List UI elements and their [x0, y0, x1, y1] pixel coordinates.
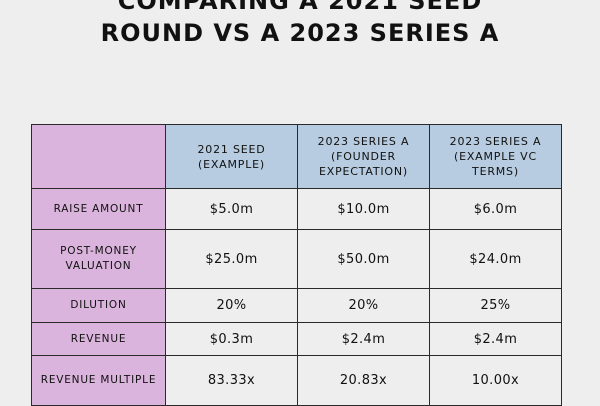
comparison-table: 2021 Seed (Example) 2023 Series A (Found…	[31, 124, 562, 406]
table-row-post-money-valuation: Post-Money Valuation $25.0m $50.0m $24.0…	[31, 229, 562, 289]
table-cell: 25%	[429, 288, 562, 323]
table-cell: 83.33x	[165, 355, 298, 406]
table-cell: 20%	[297, 288, 430, 323]
table-cell: $10.0m	[297, 188, 430, 230]
table-cell: 10.00x	[429, 355, 562, 406]
table-row-revenue: Revenue $0.3m $2.4m $2.4m	[31, 322, 562, 356]
table-cell: $24.0m	[429, 229, 562, 289]
table-cell: $0.3m	[165, 322, 298, 356]
column-header-2023-series-a-vc: 2023 Series A (Example VC Terms)	[429, 124, 562, 189]
row-label-revenue-multiple: Revenue Multiple	[31, 355, 166, 406]
table-row-dilution: Dilution 20% 20% 25%	[31, 288, 562, 323]
table-cell: 20%	[165, 288, 298, 323]
page-title-line-1: Comparing a 2021 Seed	[117, 0, 483, 15]
table-cell: $6.0m	[429, 188, 562, 230]
table-cell: $2.4m	[297, 322, 430, 356]
table-row-raise-amount: Raise Amount $5.0m $10.0m $6.0m	[31, 188, 562, 230]
row-label-dilution: Dilution	[31, 288, 166, 323]
row-label-raise-amount: Raise Amount	[31, 188, 166, 230]
table-cell: $2.4m	[429, 322, 562, 356]
column-header-2021-seed: 2021 Seed (Example)	[165, 124, 298, 189]
table-corner-cell	[31, 124, 166, 189]
table-cell: 20.83x	[297, 355, 430, 406]
table-cell: $50.0m	[297, 229, 430, 289]
row-label-post-money-valuation: Post-Money Valuation	[31, 229, 166, 289]
table-cell: $5.0m	[165, 188, 298, 230]
table-row-revenue-multiple: Revenue Multiple 83.33x 20.83x 10.00x	[31, 355, 562, 406]
column-header-2023-series-a-founder: 2023 Series A (Founder Expectation)	[297, 124, 430, 189]
table-header-row: 2021 Seed (Example) 2023 Series A (Found…	[31, 124, 562, 189]
row-label-revenue: Revenue	[31, 322, 166, 356]
page-title-line-2: Round vs a 2023 Series A	[100, 19, 500, 47]
table-cell: $25.0m	[165, 229, 298, 289]
